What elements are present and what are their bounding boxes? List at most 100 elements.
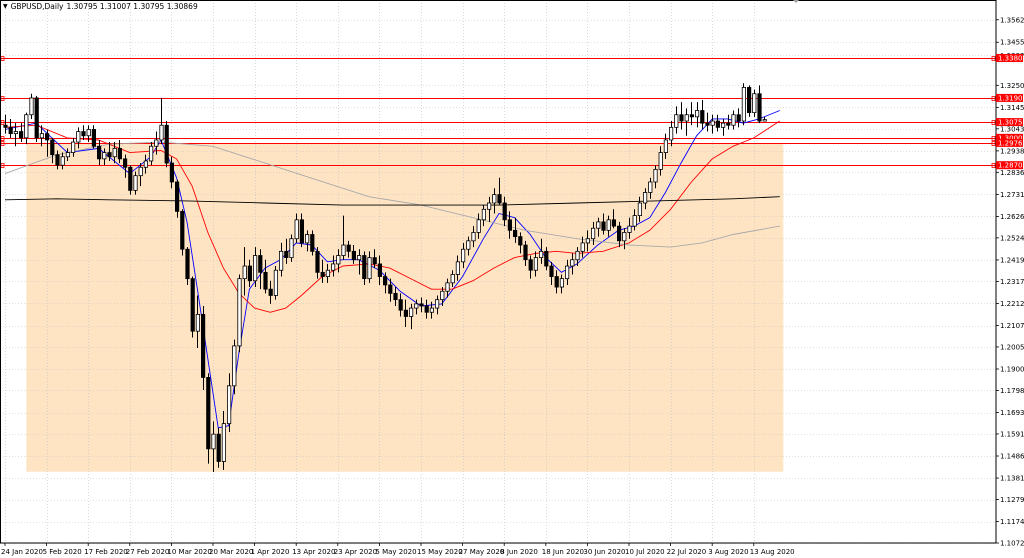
chart-shift-marker[interactable] — [793, 0, 799, 3]
level-price-label: 1.30750 — [998, 119, 1024, 127]
y-tick-label: 1.19000 — [1000, 366, 1024, 374]
candle-bearish — [554, 276, 559, 288]
x-tick-label: 27 Feb 2020 — [126, 548, 170, 556]
candle-bearish — [403, 309, 409, 317]
candle-bullish — [466, 240, 471, 250]
candle-bullish — [455, 261, 461, 275]
candle-bullish — [159, 124, 164, 141]
candle-bullish — [539, 250, 544, 259]
candle-bearish — [705, 122, 710, 126]
candle-bullish — [596, 221, 601, 229]
candle-bullish — [710, 120, 715, 126]
candle-bullish — [684, 114, 689, 122]
level-handle[interactable] — [991, 136, 996, 141]
candle-bearish — [757, 93, 762, 122]
y-tick-label: 1.25240 — [1000, 234, 1024, 242]
candle-bullish — [325, 269, 331, 277]
candle-bearish — [299, 219, 305, 244]
candle-bullish — [429, 307, 435, 313]
candle-bearish — [351, 250, 357, 261]
candle-bullish — [60, 156, 65, 166]
candle-bearish — [117, 147, 122, 160]
candle-bullish — [221, 423, 226, 462]
level-handle[interactable] — [991, 141, 996, 146]
candle-bullish — [133, 175, 138, 191]
candle-bullish — [559, 278, 565, 288]
zone-rectangle[interactable] — [26, 142, 784, 472]
level-handle[interactable] — [991, 120, 996, 125]
candle-bullish — [242, 265, 247, 280]
y-tick-label: 1.24190 — [1000, 256, 1024, 264]
candle-bullish — [627, 225, 632, 233]
candle-bearish — [55, 154, 60, 166]
candle-bullish — [486, 202, 492, 210]
candle-bearish — [128, 166, 133, 191]
level-price-tag[interactable] — [996, 53, 1023, 62]
x-tick-label: 24 Jan 2020 — [1, 548, 43, 556]
candle-bullish — [434, 299, 440, 309]
candle-bullish — [721, 122, 726, 128]
candle-bullish — [252, 255, 258, 282]
candle-bullish — [71, 141, 76, 153]
level-handle[interactable] — [991, 96, 996, 101]
level-price-tag[interactable] — [996, 133, 1023, 142]
candle-bullish — [570, 259, 575, 267]
level-handle[interactable] — [991, 56, 996, 61]
x-tick-label: 10 Mar 2020 — [167, 548, 211, 556]
candle-bullish — [330, 263, 336, 271]
candle-bearish — [91, 129, 96, 147]
candle-bearish — [169, 162, 174, 183]
level-price-tag[interactable] — [996, 93, 1023, 102]
y-tick-label: 1.30430 — [1000, 125, 1024, 133]
triangle-down-icon[interactable]: ▼ — [3, 2, 8, 10]
level-price-tag[interactable] — [996, 118, 1023, 127]
candle-bullish — [445, 282, 450, 292]
candle-bullish — [336, 255, 341, 265]
level-price-tag[interactable] — [996, 138, 1023, 147]
candle-bullish — [575, 250, 580, 261]
candle-bearish — [180, 211, 185, 250]
candle-bullish — [632, 215, 637, 227]
candle-bullish — [232, 345, 237, 387]
candle-bearish — [268, 288, 273, 296]
y-tick-label: 1.13810 — [1000, 475, 1024, 483]
candle-bullish — [39, 133, 45, 139]
y-tick-label: 1.10720 — [1000, 540, 1024, 548]
candle-bearish — [45, 133, 50, 141]
candle-bearish — [206, 377, 211, 450]
level-price-tag[interactable] — [996, 161, 1023, 170]
level-handle[interactable] — [991, 163, 996, 168]
candle-bullish — [752, 93, 757, 114]
x-tick-label: 8 Jun 2020 — [500, 548, 538, 556]
candle-bearish — [8, 126, 13, 135]
candle-bullish — [289, 238, 294, 259]
candle-bearish — [3, 124, 8, 128]
candle-bearish — [726, 122, 731, 126]
x-tick-label: 3 Aug 2020 — [708, 548, 748, 556]
x-tick-label: 15 May 2020 — [417, 548, 463, 556]
candle-bullish — [492, 194, 497, 204]
candle-bearish — [315, 250, 320, 273]
candle-bullish — [440, 290, 445, 301]
candle-bearish — [611, 219, 617, 227]
x-tick-label: 20 Mar 2020 — [209, 548, 253, 556]
candle-bullish — [481, 208, 487, 221]
x-tick-label: 30 Jun 2020 — [583, 548, 625, 556]
candle-bearish — [258, 255, 263, 273]
symbol-label: GBPUSD,Daily — [10, 2, 64, 11]
candle-bearish — [715, 120, 721, 128]
candle-bullish — [76, 131, 81, 143]
candle-bullish — [653, 168, 658, 183]
candle-bearish — [18, 131, 24, 139]
candle-bullish — [273, 269, 279, 296]
candle-bullish — [138, 166, 143, 177]
candle-bearish — [388, 284, 393, 294]
x-tick-label: 5 Feb 2020 — [43, 548, 82, 556]
candle-bearish — [679, 114, 684, 122]
candle-bullish — [304, 234, 310, 244]
candle-bearish — [190, 278, 195, 332]
candle-bullish — [471, 232, 476, 242]
x-tick-label: 23 Apr 2020 — [334, 548, 377, 556]
